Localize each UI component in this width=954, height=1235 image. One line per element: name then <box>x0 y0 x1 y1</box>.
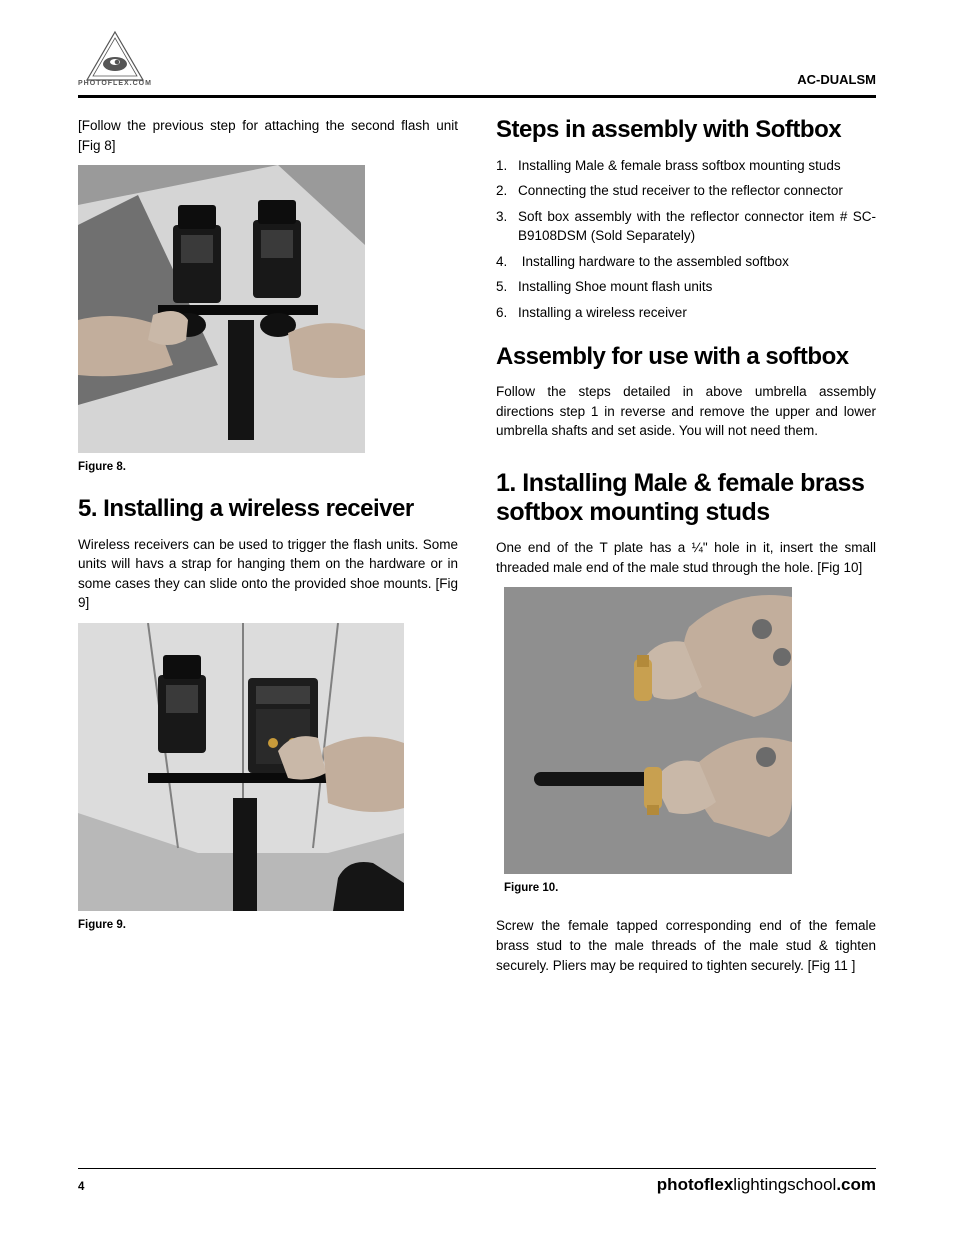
page-footer: 4 photoflexlightingschool.com <box>78 1168 876 1195</box>
install-body-1: One end of the T plate has a ¼" hole in … <box>496 538 876 577</box>
heading-steps: Steps in assembly with Softbox <box>496 116 876 144</box>
heading-assembly: Assembly for use with a softbox <box>496 343 876 371</box>
heading-wireless-receiver: 5. Installing a wireless receiver <box>78 495 458 523</box>
page-number: 4 <box>78 1181 84 1193</box>
brand-logo: PHOTOFLEX.COM <box>78 30 152 87</box>
content-columns: [Follow the previous step for attaching … <box>78 116 876 985</box>
figure-9-caption: Figure 9. <box>78 919 458 931</box>
step-item: Connecting the stud receiver to the refl… <box>496 181 876 201</box>
step-item: Soft box assembly with the reflector con… <box>496 207 876 246</box>
figure-8 <box>78 165 365 453</box>
figure-9 <box>78 623 404 911</box>
logo-triangle-icon <box>85 30 145 82</box>
step-item: Installing a wireless receiver <box>496 303 876 323</box>
step-item: Installing Shoe mount flash units <box>496 277 876 297</box>
step-item: Installing hardware to the assembled sof… <box>496 252 876 272</box>
assembly-body: Follow the steps detailed in above umbre… <box>496 382 876 441</box>
footer-url: photoflexlightingschool.com <box>657 1175 876 1195</box>
figure-10-caption: Figure 10. <box>504 882 876 894</box>
figure-10 <box>504 587 792 874</box>
document-code: AC-DUALSM <box>797 72 876 87</box>
figure-8-caption: Figure 8. <box>78 461 458 473</box>
heading-install-studs: 1. Installing Male & female brass softbo… <box>496 469 876 527</box>
step-item: Installing Male & female brass softbox m… <box>496 156 876 176</box>
wireless-body: Wireless receivers can be used to trigge… <box>78 535 458 613</box>
page-header: PHOTOFLEX.COM AC-DUALSM <box>78 30 876 98</box>
install-body-2: Screw the female tapped corresponding en… <box>496 916 876 975</box>
steps-list: Installing Male & female brass softbox m… <box>496 156 876 323</box>
intro-paragraph: [Follow the previous step for attaching … <box>78 116 458 155</box>
right-column: Steps in assembly with Softbox Installin… <box>496 116 876 985</box>
left-column: [Follow the previous step for attaching … <box>78 116 458 985</box>
logo-text: PHOTOFLEX.COM <box>78 80 152 87</box>
